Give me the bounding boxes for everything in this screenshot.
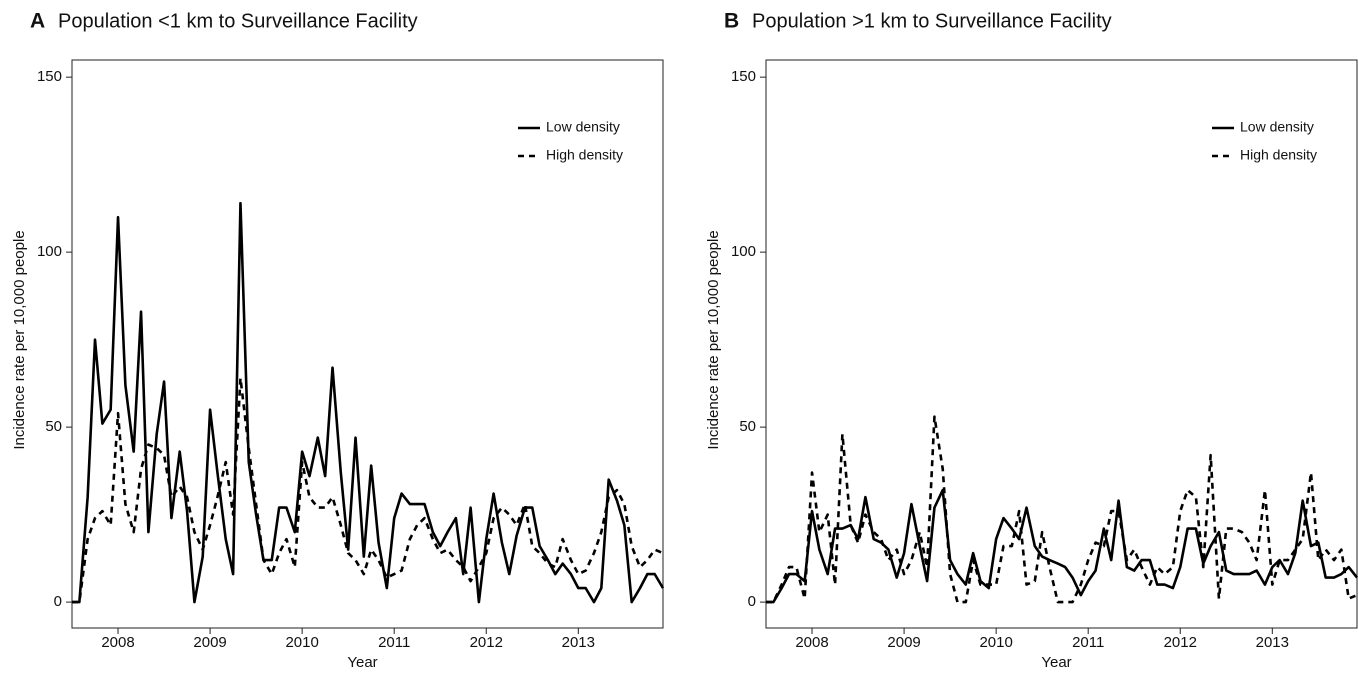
series-line [72, 201, 665, 604]
x-tick-label: 2012 [1164, 634, 1197, 651]
x-axis-label: Year [1041, 654, 1071, 671]
plot-frame [765, 59, 1358, 629]
series-line [72, 376, 664, 604]
y-tick-label: 0 [748, 593, 756, 610]
series-line [766, 488, 1359, 604]
panel-label: B [724, 10, 739, 33]
x-tick-label: 2013 [1256, 634, 1289, 651]
y-axis-label: Incidence rate per 10,000 people [11, 230, 28, 449]
x-tick-label: 2009 [193, 634, 226, 651]
legend-label: Low density [546, 119, 620, 135]
y-tick-label: 150 [731, 68, 756, 85]
x-tick-label: 2011 [378, 634, 410, 651]
legend-label: Low density [1240, 119, 1314, 135]
legend-label: High density [546, 147, 623, 163]
x-tick-label: 2008 [101, 634, 134, 651]
y-tick-label: 100 [37, 243, 62, 260]
chart-title: Population <1 km to Surveillance Facilit… [58, 10, 418, 32]
legend-label: High density [1240, 147, 1317, 163]
series-line [766, 415, 1358, 604]
x-tick-label: 2012 [470, 634, 503, 651]
y-axis-label: Incidence rate per 10,000 people [705, 230, 722, 449]
x-tick-label: 2013 [562, 634, 595, 651]
x-tick-label: 2008 [795, 634, 828, 651]
plot-frame [71, 59, 664, 629]
y-tick-label: 0 [54, 593, 62, 610]
y-tick-label: 50 [739, 418, 756, 435]
y-tick-label: 100 [731, 243, 756, 260]
y-tick-label: 50 [45, 418, 62, 435]
x-tick-label: 2010 [979, 634, 1012, 651]
x-tick-label: 2011 [1072, 634, 1104, 651]
x-tick-label: 2010 [285, 634, 318, 651]
x-axis-label: Year [347, 654, 377, 671]
x-tick-label: 2009 [887, 634, 920, 651]
chart-title: Population >1 km to Surveillance Facilit… [752, 10, 1112, 32]
panel-label: A [30, 10, 45, 33]
y-tick-label: 150 [37, 68, 62, 85]
